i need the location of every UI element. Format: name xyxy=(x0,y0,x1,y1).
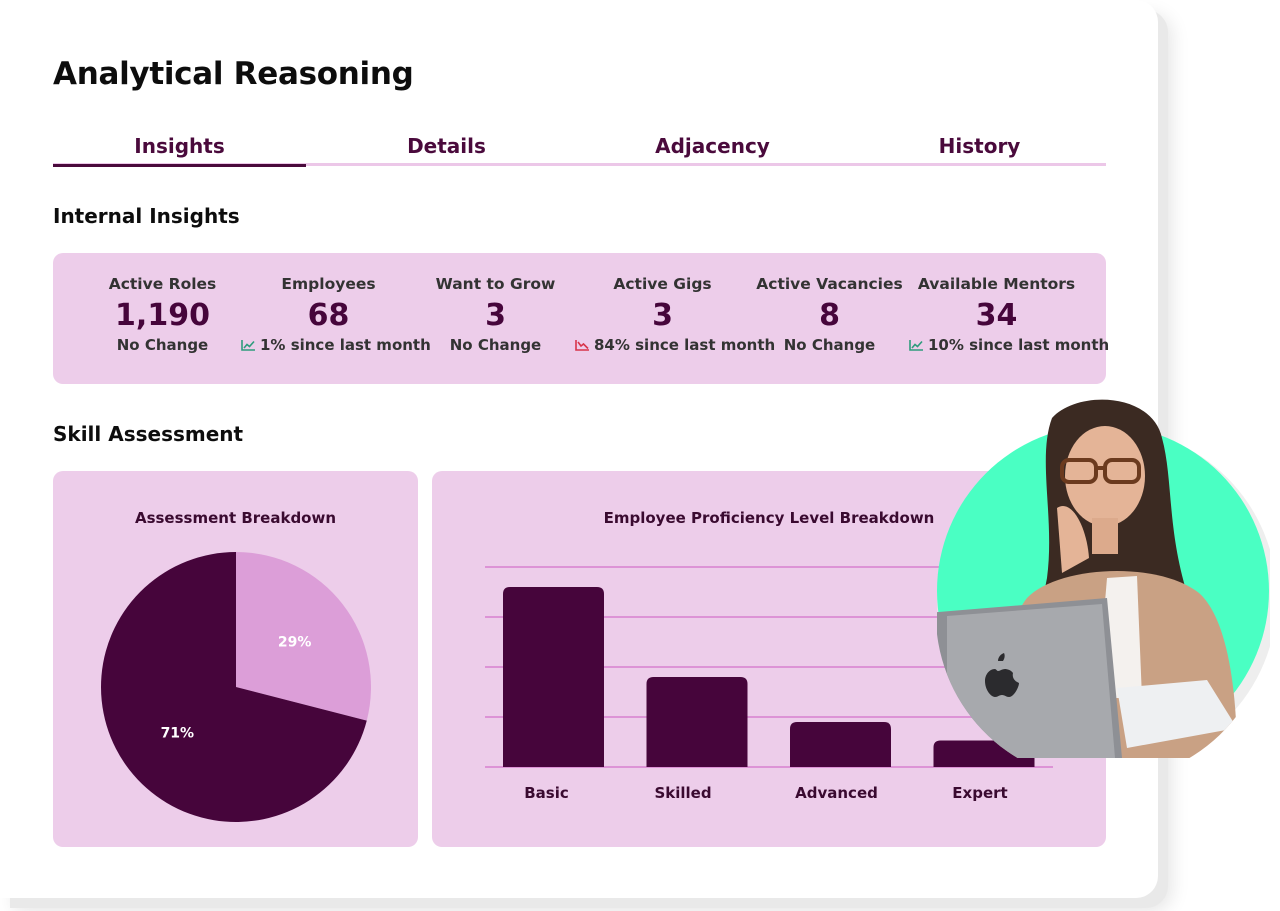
stat-want-to-grow: Want to Grow 3 No Change xyxy=(408,253,583,354)
insights-stats-panel: Active Roles 1,190 No Change Employees 6… xyxy=(53,253,1109,384)
apple-logo-icon xyxy=(985,653,1019,697)
trend-down-icon xyxy=(575,340,589,351)
bar xyxy=(503,587,604,767)
trend-up-icon xyxy=(909,340,923,351)
neck xyxy=(1092,518,1118,554)
stat-change: No Change xyxy=(449,336,542,354)
stat-value: 68 xyxy=(307,298,350,333)
tab-history[interactable]: History xyxy=(938,134,1021,158)
stat-available-mentors: Available Mentors 34 10% since last mont… xyxy=(909,253,1109,354)
tab-bar-divider xyxy=(53,163,1106,166)
stat-label: Want to Grow xyxy=(435,275,556,293)
stat-active-gigs: Active Gigs 3 84% since last month xyxy=(575,253,775,354)
stat-label: Employees xyxy=(281,275,376,293)
pie-slice xyxy=(100,552,367,822)
proficiency-breakdown-title: Employee Proficiency Level Breakdown xyxy=(603,509,935,527)
x-tick-label: Expert xyxy=(952,784,1007,802)
hand xyxy=(1057,506,1089,573)
stat-employees: Employees 68 1% since last month xyxy=(241,253,431,354)
pie-slice-label: 29% xyxy=(278,634,312,650)
stat-value: 3 xyxy=(652,298,673,333)
paper-document xyxy=(1117,680,1237,748)
tab-bar: Insights Details Adjacency History xyxy=(53,128,1106,167)
stat-change: 10% since last month xyxy=(909,336,1109,354)
bar xyxy=(790,722,891,767)
tab-adjacency[interactable]: Adjacency xyxy=(655,134,770,158)
stat-change: 84% since last month xyxy=(575,336,775,354)
pie-slice xyxy=(236,552,371,721)
assessment-pie-chart: 29% 71% xyxy=(100,552,371,822)
stat-value: 3 xyxy=(485,298,506,333)
x-tick-label: Skilled xyxy=(654,784,711,802)
skill-assessment-heading: Skill Assessment xyxy=(53,422,244,446)
stat-change-text: 1% since last month xyxy=(260,336,431,354)
page-title: Analytical Reasoning xyxy=(53,56,414,92)
x-tick-label: Advanced xyxy=(795,784,878,802)
stat-label: Active Vacancies xyxy=(756,275,903,293)
assessment-breakdown-panel: Assessment Breakdown 29% 71% xyxy=(53,471,418,847)
stat-active-vacancies: Active Vacancies 8 No Change xyxy=(742,253,917,354)
glasses xyxy=(1060,458,1141,484)
tab-insights[interactable]: Insights xyxy=(53,128,306,167)
stat-change: No Change xyxy=(783,336,876,354)
pie-slice-label: 71% xyxy=(161,726,195,742)
assessment-breakdown-title: Assessment Breakdown xyxy=(134,509,337,527)
avatar xyxy=(935,398,1277,768)
bar xyxy=(646,677,748,767)
skill-detail-card: Analytical Reasoning Insights Details Ad… xyxy=(53,56,1110,847)
person-photo xyxy=(935,399,1277,768)
stat-label: Active Gigs xyxy=(613,275,712,293)
stat-active-roles: Active Roles 1,190 No Change xyxy=(75,253,250,354)
trend-up-icon xyxy=(241,340,255,351)
tab-details[interactable]: Details xyxy=(407,134,486,158)
stat-change: 1% since last month xyxy=(241,336,431,354)
stat-change: No Change xyxy=(116,336,209,354)
x-tick-label: Basic xyxy=(524,784,569,802)
proficiency-bar-chart: Basic Skilled Advanced Expert xyxy=(485,566,1053,802)
stat-value: 34 xyxy=(975,298,1018,333)
laptop-lid xyxy=(947,604,1115,758)
stat-label: Active Roles xyxy=(108,275,217,293)
stat-value: 1,190 xyxy=(115,298,210,333)
internal-insights-heading: Internal Insights xyxy=(53,204,240,228)
stat-change-text: 84% since last month xyxy=(594,336,776,354)
stat-label: Available Mentors xyxy=(917,275,1076,293)
stat-value: 8 xyxy=(819,298,840,333)
stat-change-text: 10% since last month xyxy=(928,336,1110,354)
